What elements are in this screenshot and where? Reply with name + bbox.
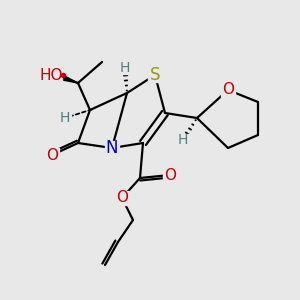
Bar	[59, 112, 71, 124]
Bar	[177, 134, 189, 146]
Bar	[115, 191, 129, 205]
Text: H: H	[60, 111, 70, 125]
Text: H: H	[120, 61, 130, 75]
Polygon shape	[54, 72, 78, 83]
Bar	[40, 68, 62, 82]
Bar	[45, 148, 59, 162]
Bar	[148, 68, 162, 82]
Bar	[221, 83, 235, 97]
Bar	[119, 62, 131, 74]
Text: O: O	[164, 167, 176, 182]
Bar	[163, 168, 177, 182]
Text: HO: HO	[39, 68, 63, 82]
Text: N: N	[106, 139, 118, 157]
Text: O: O	[46, 148, 58, 163]
Text: O: O	[116, 190, 128, 206]
Bar	[105, 141, 119, 155]
Text: O: O	[222, 82, 234, 98]
Text: H: H	[178, 133, 188, 147]
Text: S: S	[150, 66, 160, 84]
